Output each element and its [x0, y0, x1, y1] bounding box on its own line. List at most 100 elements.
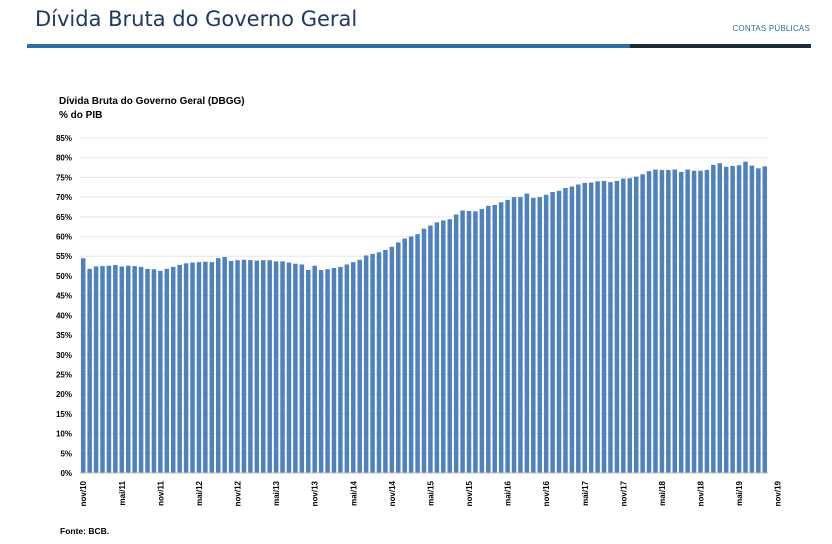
bar [273, 261, 279, 473]
bar [248, 260, 253, 473]
bar [370, 253, 375, 473]
bar [556, 190, 562, 473]
y-tick-label: 75% [56, 173, 72, 182]
bar [582, 182, 587, 473]
y-tick-label: 65% [56, 213, 72, 222]
bar [434, 222, 440, 473]
y-tick-label: 70% [56, 193, 72, 202]
bar [408, 236, 414, 473]
bar [93, 266, 99, 473]
bar [261, 260, 266, 473]
bar [196, 262, 202, 473]
bar [678, 171, 684, 473]
bar [145, 268, 150, 473]
x-tick-label: mai/12 [195, 480, 204, 505]
bar [383, 249, 388, 473]
bar [453, 214, 459, 473]
bar [717, 163, 723, 473]
bar [640, 174, 645, 473]
bar [119, 266, 125, 473]
bar [736, 165, 742, 473]
x-tick-label: nov/18 [696, 480, 705, 506]
bar [627, 178, 633, 473]
x-tick-label: mai/14 [349, 480, 358, 505]
x-axis-ticks: nov/10 mai/11 nov/11 mai/12 nov/12 mai/13 nov/… [79, 480, 782, 506]
y-tick-label: 55% [56, 252, 72, 261]
bar [100, 266, 105, 473]
y-tick-label: 5% [60, 449, 72, 458]
bar [222, 257, 227, 473]
bar [228, 260, 234, 473]
y-tick-label: 0% [60, 469, 72, 478]
bar [151, 269, 157, 473]
y-tick-label: 30% [56, 351, 72, 360]
bar [531, 197, 536, 473]
bar [633, 176, 639, 473]
bar [691, 170, 697, 473]
bar [267, 260, 272, 473]
bar [235, 260, 240, 473]
bar [203, 261, 208, 473]
bar [569, 186, 575, 474]
x-tick-label: nov/10 [79, 480, 88, 506]
x-tick-label: mai/19 [735, 480, 744, 505]
bar [466, 210, 472, 473]
y-tick-label: 60% [56, 233, 72, 242]
x-tick-label: mai/18 [658, 480, 667, 505]
bar [376, 252, 382, 473]
bar [125, 265, 131, 473]
bar [756, 168, 761, 473]
bar [595, 181, 600, 473]
bar [460, 210, 465, 473]
debt-bar-chart: Dívida Bruta do Governo Geral (DBGG) % d… [56, 96, 783, 506]
bar [704, 169, 710, 474]
bar [479, 208, 485, 473]
y-tick-label: 35% [56, 331, 72, 340]
bar [511, 197, 517, 473]
x-tick-label: mai/16 [504, 480, 513, 505]
bar [286, 262, 292, 473]
bar [299, 264, 305, 473]
bar [543, 194, 549, 473]
x-tick-label: nov/19 [774, 480, 783, 506]
bar [312, 265, 317, 473]
x-tick-label: nov/17 [619, 480, 628, 506]
x-tick-label: nov/15 [465, 480, 474, 506]
y-tick-label: 15% [56, 410, 72, 419]
bar [666, 169, 671, 474]
bar [498, 202, 504, 474]
bar [306, 270, 311, 473]
bar [563, 188, 568, 474]
bar [331, 268, 337, 473]
chart-subtitle: % do PIB [59, 110, 102, 121]
x-tick-label: nov/13 [311, 480, 320, 506]
bar [723, 166, 729, 473]
y-tick-label: 20% [56, 390, 72, 399]
y-tick-label: 25% [56, 370, 72, 379]
bar [389, 246, 395, 473]
bar [415, 234, 420, 473]
bar [338, 266, 343, 473]
bar [646, 171, 652, 474]
x-tick-label: mai/13 [272, 480, 281, 505]
bar [601, 180, 607, 473]
bar [357, 259, 362, 473]
bar [344, 264, 350, 473]
bar [351, 262, 356, 473]
bar [183, 263, 189, 473]
header-rule-blue [27, 44, 630, 48]
page-title: Dívida Bruta do Governo Geral [35, 7, 358, 31]
bar [363, 255, 369, 473]
bar [608, 182, 613, 473]
y-tick-label: 50% [56, 272, 72, 281]
section-label: CONTAS PÚBLICAS [732, 24, 810, 33]
bar [659, 169, 665, 474]
bar [505, 199, 510, 473]
bar [614, 180, 620, 473]
bar [80, 258, 86, 473]
bar [672, 169, 678, 473]
bar [441, 220, 446, 473]
bar [762, 166, 768, 473]
bar [698, 170, 703, 473]
bar [254, 260, 260, 473]
